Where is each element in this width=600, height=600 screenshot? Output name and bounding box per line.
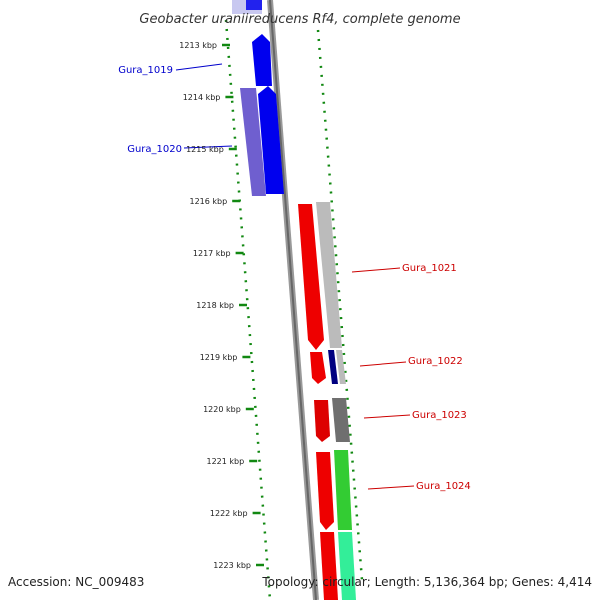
leader-gura-1022 bbox=[359, 361, 407, 367]
gene-gura-1023-cog bbox=[332, 398, 350, 442]
scale-tick-label: 1218 kbp bbox=[196, 301, 234, 310]
label-gura-1021[interactable]: Gura_1021 bbox=[402, 263, 457, 274]
genome-summary: Topology: circular; Length: 5,136,364 bp… bbox=[261, 575, 592, 589]
leader-gura-1023 bbox=[363, 414, 411, 419]
gene-gura-1021-arrow[interactable] bbox=[298, 204, 324, 350]
gene-gura-1024-cog bbox=[334, 450, 352, 530]
leader-gura-1020 bbox=[183, 145, 233, 149]
leader-gura-1019 bbox=[175, 63, 223, 71]
gene-gura-1019-arrow[interactable] bbox=[252, 34, 272, 86]
leader-gura-1024 bbox=[367, 485, 415, 490]
gene-gura-1020-cog bbox=[240, 88, 266, 196]
map-title: Geobacter uraniireducens Rf4, complete g… bbox=[139, 12, 460, 27]
scale-tick-label: 1213 kbp bbox=[179, 41, 217, 50]
gene-gura-1021-cog bbox=[316, 202, 342, 348]
partial-gene-top-inner bbox=[246, 0, 262, 10]
scale-tick-label: 1222 kbp bbox=[210, 509, 248, 518]
scale-tick-label: 1215 kbp bbox=[186, 145, 224, 154]
label-gura-1023[interactable]: Gura_1023 bbox=[412, 410, 467, 421]
scale-ticks: 1213 kbp 1214 kbp 1215 kbp 1216 kbp 1217 kbp… bbox=[179, 41, 264, 570]
gene-partial-bottom-cog bbox=[338, 532, 356, 600]
label-gura-1024[interactable]: Gura_1024 bbox=[416, 481, 471, 492]
scale-tick-label: 1214 kbp bbox=[183, 93, 221, 102]
gene-gura-1023-arrow[interactable] bbox=[314, 400, 330, 442]
gene-gura-1022-arrow[interactable] bbox=[310, 352, 326, 384]
gene-gura-1024-arrow[interactable] bbox=[316, 452, 334, 530]
label-gura-1020[interactable]: Gura_1020 bbox=[127, 144, 182, 155]
label-gura-1019[interactable]: Gura_1019 bbox=[118, 65, 173, 76]
scale-tick-label: 1223 kbp bbox=[213, 561, 251, 570]
leader-gura-1021 bbox=[351, 267, 401, 273]
backbone-core bbox=[269, 0, 317, 600]
scale-tick-label: 1221 kbp bbox=[206, 457, 244, 466]
right-dotted-track bbox=[316, 29, 364, 581]
scale-tick-label: 1216 kbp bbox=[189, 197, 227, 206]
gene-gura-1022-cog-b bbox=[336, 350, 346, 384]
gene-gura-1020-arrow[interactable] bbox=[258, 86, 284, 194]
scale-tick-label: 1220 kbp bbox=[203, 405, 241, 414]
scale-tick-label: 1219 kbp bbox=[200, 353, 238, 362]
gene-partial-bottom-arrow bbox=[320, 532, 338, 600]
gene-gura-1022-cog bbox=[328, 350, 338, 384]
label-gura-1022[interactable]: Gura_1022 bbox=[408, 356, 463, 367]
accession-label: Accession: NC_009483 bbox=[8, 575, 144, 589]
scale-tick-label: 1217 kbp bbox=[193, 249, 231, 258]
